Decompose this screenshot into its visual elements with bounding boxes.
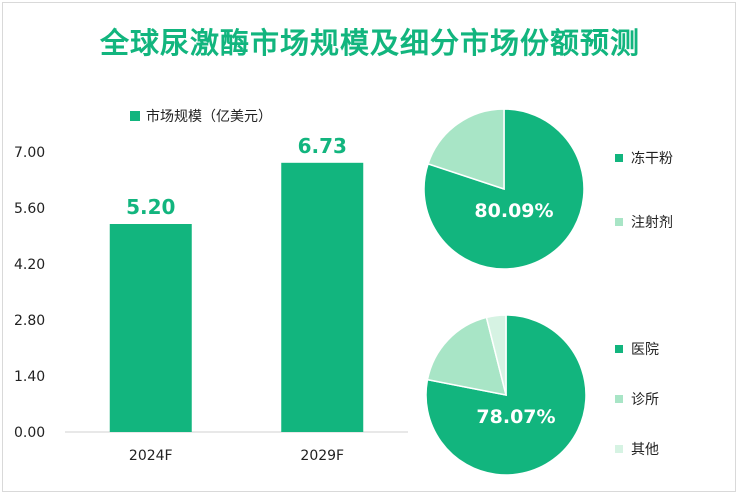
- pie2-legend-label-2: 其他: [631, 442, 659, 458]
- y-tick-label: 5.60: [14, 201, 45, 217]
- pie2-legend-label-1: 诊所: [631, 392, 659, 408]
- pie1-legend-swatch-1: [615, 218, 623, 226]
- pie2-slice: [485, 314, 507, 396]
- bar-value-label: 6.73: [298, 134, 347, 158]
- pie1-legend-item-1: 注射剂: [615, 212, 673, 232]
- y-tick-label: 1.40: [14, 369, 45, 385]
- bar-value-label: 5.20: [126, 195, 175, 219]
- y-tick-label: 0.00: [14, 425, 45, 441]
- pie2-legend-swatch-2: [615, 445, 623, 453]
- pie1-legend-label-1: 注射剂: [631, 215, 673, 231]
- pie2-legend-item-2: 其他: [615, 439, 659, 459]
- pie2-legend-swatch-0: [615, 345, 623, 353]
- x-tick-label: 2024F: [129, 448, 173, 464]
- pie2-legend-item-0: 医院: [615, 339, 659, 359]
- bar-legend: 市场规模（亿美元）: [130, 106, 272, 126]
- pie1-legend-item-0: 冻干粉: [615, 148, 673, 168]
- pie2-data-label: 78.07%: [476, 406, 555, 428]
- x-tick-label: 2029F: [300, 448, 344, 464]
- chart-title: 全球尿激酶市场规模及细分市场份额预测: [99, 26, 640, 60]
- pie2-legend-label-0: 医院: [631, 342, 659, 358]
- y-tick-label: 7.00: [14, 145, 45, 161]
- bar: [281, 162, 364, 433]
- y-tick-label: 4.20: [14, 257, 45, 273]
- bar-legend-label: 市场规模（亿美元）: [146, 109, 272, 125]
- pie2-slice: [426, 316, 508, 396]
- chart-frame: [2, 2, 736, 492]
- y-tick-label: 2.80: [14, 313, 45, 329]
- pie1-legend-label-0: 冻干粉: [631, 151, 673, 167]
- pie2-legend-item-1: 诊所: [615, 389, 659, 409]
- bar: [109, 224, 192, 432]
- pie2-legend-swatch-1: [615, 395, 623, 403]
- pie1-legend-swatch-0: [615, 154, 623, 162]
- bar-legend-swatch: [130, 111, 140, 121]
- pie1-slice: [427, 108, 505, 191]
- pie1-data-label: 80.09%: [474, 200, 553, 222]
